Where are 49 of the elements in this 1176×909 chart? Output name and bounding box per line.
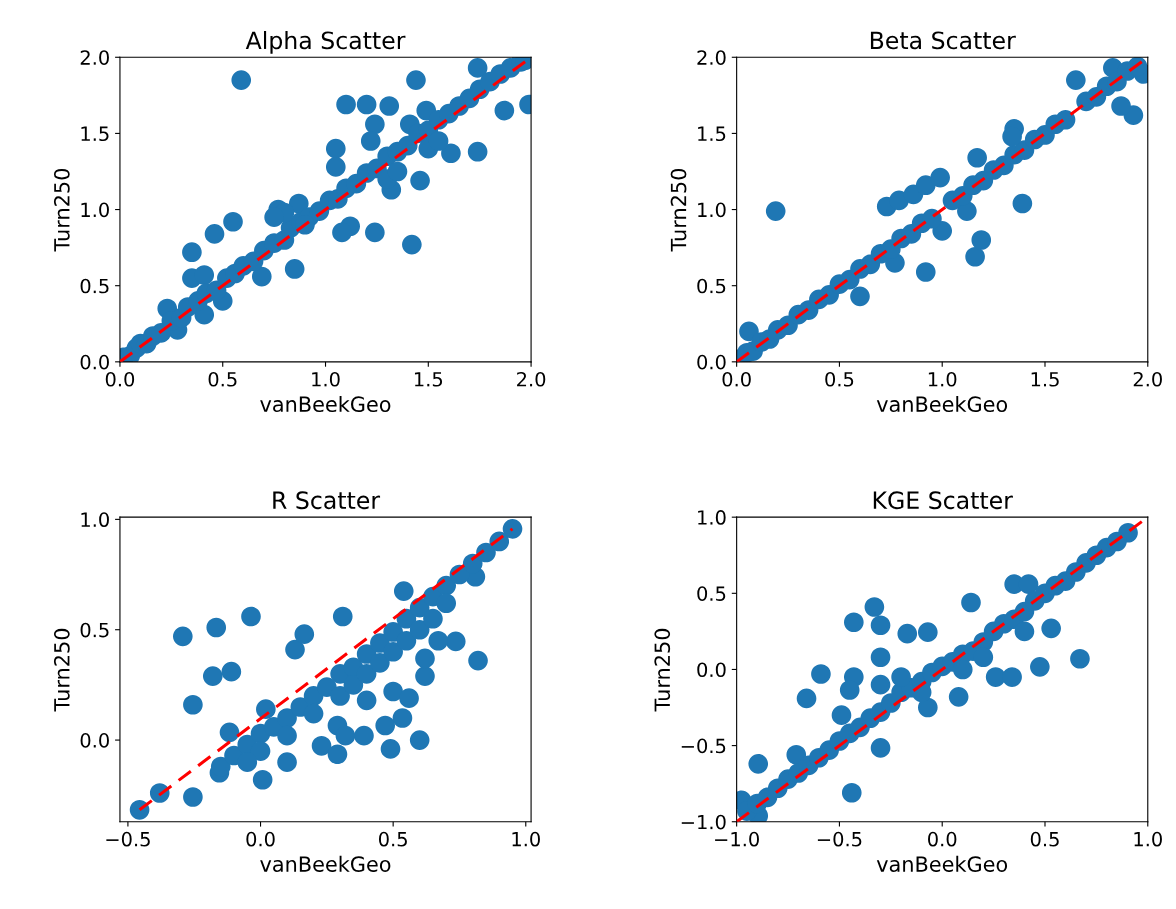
x-tick-label: 0.0 bbox=[928, 831, 957, 847]
x-tick-label: −1.0 bbox=[715, 831, 759, 847]
x-axis-title: vanBeekGeo bbox=[876, 395, 1008, 413]
x-tick-label: −0.5 bbox=[106, 831, 150, 847]
y-tick-label: 2.0 bbox=[697, 50, 726, 65]
x-axis-title: vanBeekGeo bbox=[876, 855, 1008, 872]
x-tick-label: 0.5 bbox=[208, 371, 237, 387]
x-tick-label: 2.0 bbox=[1133, 371, 1162, 387]
y-axis-title: Turn250 bbox=[53, 628, 70, 712]
x-tick-label: 0.5 bbox=[825, 371, 854, 387]
y-tick-label: −1.0 bbox=[681, 814, 726, 830]
x-tick-label: 1.0 bbox=[1134, 831, 1162, 847]
x-tick-label: 1.5 bbox=[414, 372, 443, 387]
y-tick-label: 0.0 bbox=[697, 662, 726, 678]
x-tick-label: 1.0 bbox=[512, 831, 540, 847]
y-axis-title: Turn250 bbox=[654, 628, 671, 712]
y-tick-label: 1.5 bbox=[698, 126, 726, 142]
y-tick-label: 0.5 bbox=[80, 278, 109, 294]
y-tick-label: 0.5 bbox=[80, 622, 109, 638]
y-tick-label: 0.0 bbox=[697, 354, 726, 370]
y-tick-label: 0.0 bbox=[80, 354, 109, 370]
y-tick-label: 1.5 bbox=[81, 126, 109, 142]
x-tick-label: 0.0 bbox=[722, 371, 751, 387]
x-tick-label: 0.0 bbox=[105, 371, 135, 387]
x-tick-label: 0.0 bbox=[246, 831, 275, 847]
x-tick-label: −0.5 bbox=[817, 831, 862, 847]
x-tick-label: 0.5 bbox=[378, 831, 407, 847]
x-tick-label: 1.5 bbox=[1031, 372, 1059, 387]
x-tick-label: 0.5 bbox=[1030, 831, 1059, 847]
chart-title: Beta Scatter bbox=[870, 31, 1016, 50]
y-tick-label: 0.5 bbox=[697, 278, 726, 294]
x-axis-title: vanBeekGeo bbox=[260, 395, 391, 413]
chart-title: R Scatter bbox=[273, 491, 381, 510]
y-tick-label: 1.0 bbox=[698, 510, 726, 525]
y-axis-title: Turn250 bbox=[670, 168, 687, 252]
y-tick-label: 1.0 bbox=[698, 202, 726, 218]
y-tick-label: 1.0 bbox=[81, 512, 109, 528]
chart-title: KGE Scatter bbox=[873, 491, 1013, 510]
y-tick-label: −0.5 bbox=[681, 738, 726, 754]
x-tick-label: 2.0 bbox=[517, 371, 546, 387]
chart-title: Alpha Scatter bbox=[245, 30, 406, 54]
y-tick-label: 0.5 bbox=[697, 586, 726, 601]
y-tick-label: 0.0 bbox=[80, 733, 109, 748]
x-tick-label: 1.0 bbox=[928, 371, 957, 387]
y-tick-label: 1.0 bbox=[81, 202, 109, 218]
y-tick-label: 2.0 bbox=[80, 50, 109, 65]
x-axis-title: vanBeekGeo bbox=[260, 855, 391, 872]
y-axis-title: Turn250 bbox=[53, 168, 70, 252]
x-tick-label: 1.0 bbox=[312, 371, 340, 387]
